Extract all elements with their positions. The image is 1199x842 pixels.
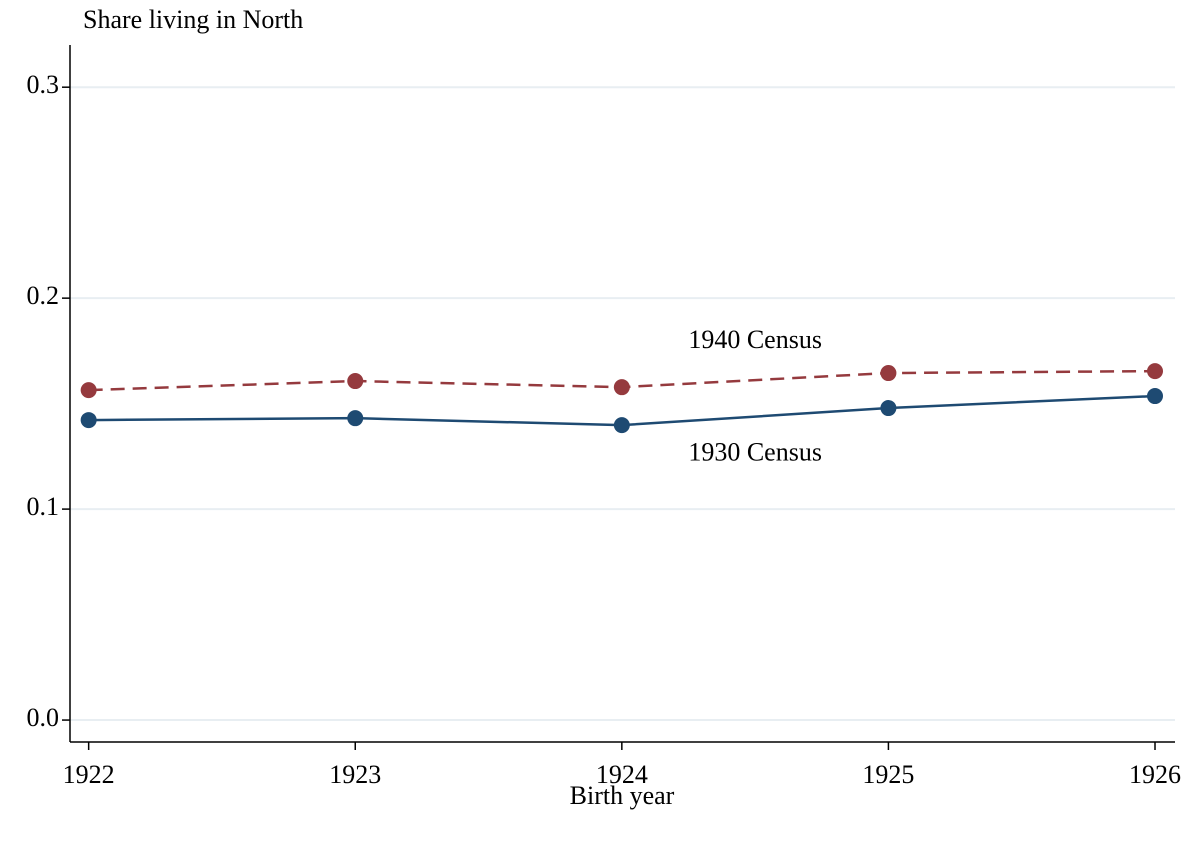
series-label: 1940 Census — [688, 325, 822, 354]
point — [613, 417, 630, 434]
y-tick-label: 0.0 — [27, 703, 60, 732]
series-label: 1930 Census — [688, 438, 822, 467]
x-tick-label: 1924 — [596, 760, 648, 789]
y-tick-label: 0.2 — [27, 281, 60, 310]
y-tick-label: 0.3 — [27, 70, 60, 99]
point — [347, 373, 364, 390]
x-tick-label: 1925 — [862, 760, 914, 789]
point — [80, 382, 97, 399]
point — [1147, 388, 1164, 405]
x-tick-label: 1923 — [329, 760, 381, 789]
point — [880, 400, 897, 417]
point — [347, 410, 364, 427]
point — [1147, 363, 1164, 380]
x-axis-title: Birth year — [570, 781, 675, 810]
point — [880, 365, 897, 382]
point — [80, 412, 97, 429]
point — [613, 379, 630, 396]
y-axis-title: Share living in North — [83, 5, 303, 34]
x-tick-label: 1922 — [63, 760, 115, 789]
x-tick-label: 1926 — [1129, 760, 1181, 789]
y-tick-label: 0.1 — [27, 492, 60, 521]
